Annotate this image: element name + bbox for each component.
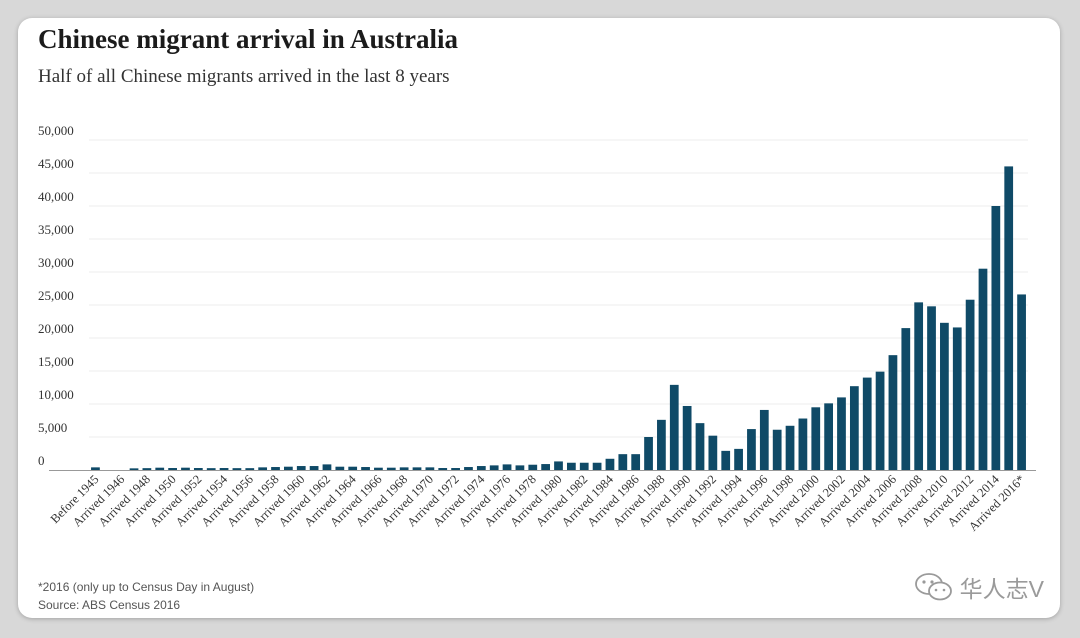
- y-tick-label: 35,000: [38, 222, 74, 237]
- bar: [541, 464, 551, 470]
- bar: [759, 409, 769, 470]
- bar: [476, 466, 486, 470]
- bar: [129, 468, 139, 470]
- bar: [155, 467, 165, 470]
- watermark-text: 华人志V: [959, 576, 1044, 602]
- bar: [502, 464, 512, 470]
- bar-chart: 0 5,000 10,000 15,000 20,000 25,000 30,000 35,0…: [38, 123, 1036, 534]
- bar: [1017, 294, 1026, 470]
- y-tick-label: 25,000: [38, 288, 74, 303]
- bar: [374, 467, 383, 470]
- bar: [940, 322, 949, 470]
- bar: [849, 386, 859, 470]
- bar: [489, 465, 499, 470]
- bar: [464, 467, 473, 470]
- bar: [348, 466, 358, 470]
- bar: [258, 467, 268, 470]
- bar: [91, 467, 100, 470]
- bar: [644, 437, 653, 470]
- bar: [721, 450, 731, 470]
- bar: [399, 467, 409, 470]
- bar: [528, 464, 538, 470]
- bar: [991, 206, 1001, 470]
- bar: [1004, 166, 1014, 470]
- bar: [618, 454, 628, 470]
- bar: [309, 466, 319, 470]
- bar: [631, 454, 641, 470]
- chart-subtitle: Half of all Chinese migrants arrived in …: [38, 66, 450, 87]
- bar: [296, 466, 306, 470]
- y-tick-label: 30,000: [38, 255, 74, 270]
- watermark: 华人志V: [914, 570, 1044, 604]
- bar: [361, 467, 370, 470]
- bar: [927, 306, 936, 470]
- y-tick-label: 0: [38, 453, 45, 468]
- bar: [206, 468, 216, 470]
- bar: [451, 468, 460, 470]
- bar: [386, 467, 396, 470]
- y-tick-label: 5,000: [38, 420, 67, 435]
- bar: [669, 384, 679, 470]
- bar: [914, 302, 924, 470]
- bar-series: [91, 166, 1026, 470]
- bar: [284, 466, 293, 470]
- bar: [271, 467, 280, 470]
- bar: [824, 403, 833, 470]
- bar: [566, 462, 576, 470]
- bar: [695, 423, 705, 470]
- census-footnote: *2016 (only up to Census Day in August): [38, 580, 255, 594]
- y-tick-label: 15,000: [38, 354, 74, 369]
- bar: [579, 462, 589, 470]
- bar: [978, 268, 988, 470]
- bar: [438, 468, 448, 470]
- bar: [708, 435, 718, 470]
- bar: [798, 418, 808, 470]
- bar: [605, 458, 615, 470]
- bar: [515, 465, 525, 470]
- bar: [682, 405, 692, 470]
- y-axis-tick-labels: 0 5,000 10,000 15,000 20,000 25,000 30,000 35,0…: [38, 123, 74, 468]
- bar: [335, 466, 345, 470]
- y-tick-label: 50,000: [38, 123, 74, 138]
- chart-title: Chinese migrant arrival in Australia: [38, 24, 458, 54]
- y-tick-label: 10,000: [38, 387, 74, 402]
- bar: [232, 468, 242, 470]
- bar: [965, 299, 975, 470]
- y-tick-label: 45,000: [38, 156, 74, 171]
- bar: [875, 371, 885, 470]
- bar: [837, 397, 846, 470]
- bar: [412, 467, 422, 470]
- footnotes: *2016 (only up to Census Day in August) …: [38, 578, 254, 614]
- bar: [888, 355, 898, 470]
- y-tick-label: 20,000: [38, 321, 74, 336]
- bar: [554, 461, 563, 470]
- bar: [142, 468, 152, 470]
- bar: [425, 467, 435, 470]
- gridlines: [89, 139, 1028, 438]
- source-note: Source: ABS Census 2016: [38, 598, 181, 612]
- bar: [219, 468, 229, 470]
- bar: [747, 429, 756, 470]
- bar: [734, 448, 743, 470]
- bar: [811, 407, 821, 470]
- bar: [168, 468, 177, 470]
- bar: [785, 425, 795, 470]
- wechat-icon: [914, 573, 952, 601]
- bar: [181, 467, 190, 470]
- bar: [862, 377, 872, 470]
- bar: [901, 328, 911, 470]
- y-tick-label: 40,000: [38, 189, 74, 204]
- bar: [592, 462, 602, 470]
- bar: [322, 464, 332, 470]
- bar: [245, 468, 255, 470]
- bar: [772, 429, 782, 470]
- bar: [657, 419, 666, 470]
- chart-card: Chinese migrant arrival in Australia Hal…: [18, 18, 1060, 618]
- bar: [952, 327, 962, 470]
- bar: [193, 468, 203, 470]
